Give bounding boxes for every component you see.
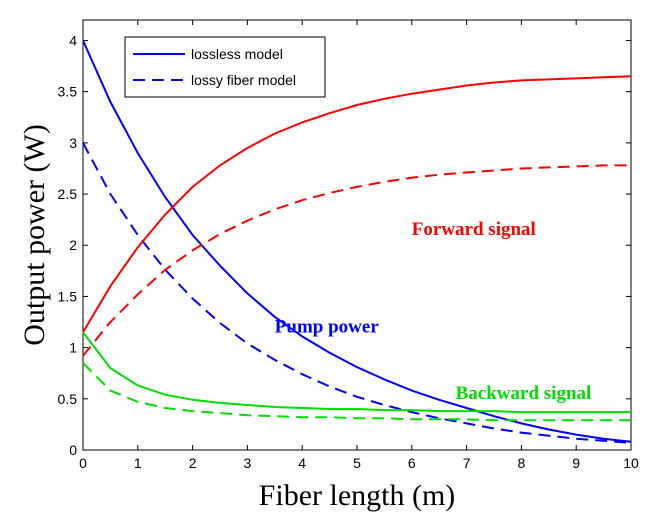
x-tick-label: 4 [298,455,306,471]
y-tick-label: 3.5 [58,84,78,100]
series-line-1 [82,40,632,443]
legend: lossless model lossy fiber model [124,36,326,98]
y-tick-label: 0.5 [58,391,78,407]
x-tick-label: 7 [463,455,471,471]
series-line-6 [82,362,631,422]
x-tick-label: 5 [353,455,361,471]
y-tick-label: 2.5 [58,186,78,202]
y-tick-label: 2 [69,237,77,253]
x-tick-label: 9 [572,455,580,471]
series-line-4 [82,164,631,357]
y-tick-label: 1 [69,340,77,356]
y-tick-label: 4 [69,32,77,48]
x-tick-label: 10 [623,455,639,471]
legend-box [124,36,326,98]
x-tick-label: 1 [134,455,142,471]
x-tick-label: 8 [518,455,526,471]
series-line-3 [82,75,632,333]
series-line-5 [82,331,631,414]
y-tick-label: 1.5 [58,288,78,304]
y-axis-title: Output power (W) [18,124,51,346]
x-axis-title: Fiber length (m) [259,479,456,512]
annotation-label: Pump power [275,316,380,337]
y-tick-label: 0 [69,442,77,458]
x-tick-label: 6 [408,455,416,471]
series-line-2 [82,142,632,444]
x-tick-label: 2 [189,455,197,471]
y-tick-label: 3 [69,135,77,151]
annotation-label: Forward signal [412,219,536,240]
x-tick-label: 3 [244,455,252,471]
legend-entry-label: lossy fiber model [191,72,296,88]
legend-entry-label: lossless model [191,46,283,62]
annotation-label: Backward signal [456,383,592,404]
x-tick-label: 0 [79,455,87,471]
